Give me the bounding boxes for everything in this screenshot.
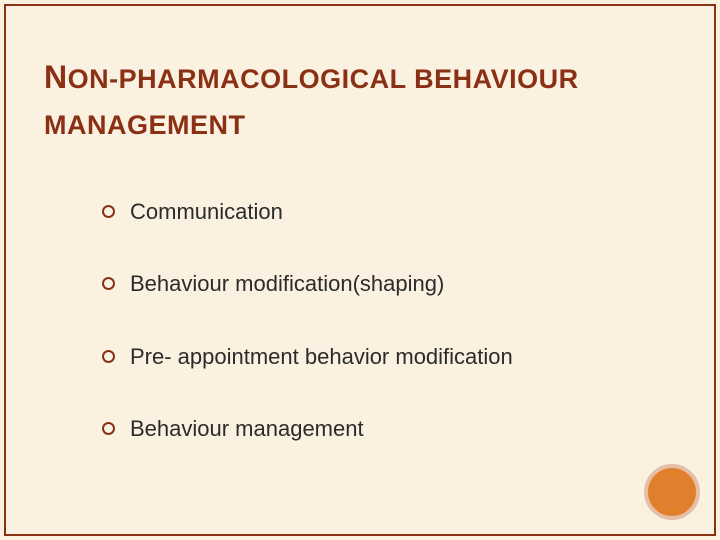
- list-item: Behaviour modification(shaping): [102, 270, 676, 299]
- ring-bullet-icon: [102, 422, 115, 435]
- ring-bullet-icon: [102, 205, 115, 218]
- list-item: Behaviour management: [102, 415, 676, 444]
- ring-bullet-icon: [102, 350, 115, 363]
- list-item: Pre- appointment behavior modification: [102, 343, 676, 372]
- title-frag-2: PHARMACOLOGICAL BEHAVIOUR: [119, 64, 579, 94]
- list-item-label: Behaviour modification(shaping): [130, 271, 444, 296]
- corner-circle-decoration: [644, 464, 700, 520]
- title-cap-1: N: [44, 59, 68, 95]
- title-frag-1: ON: [68, 64, 110, 94]
- ring-bullet-icon: [102, 277, 115, 290]
- list-item-label: Behaviour management: [130, 416, 364, 441]
- list-item-label: Communication: [130, 199, 283, 224]
- list-item-label: Pre- appointment behavior modification: [130, 344, 513, 369]
- slide-title-line1: NON-PHARMACOLOGICAL BEHAVIOUR: [44, 56, 676, 99]
- title-sep: -: [109, 64, 119, 94]
- bullet-list: Communication Behaviour modification(sha…: [44, 152, 676, 444]
- list-item: Communication: [102, 198, 676, 227]
- slide-title-line2: MANAGEMENT: [44, 107, 676, 143]
- slide-content: NON-PHARMACOLOGICAL BEHAVIOUR MANAGEMENT…: [0, 0, 720, 540]
